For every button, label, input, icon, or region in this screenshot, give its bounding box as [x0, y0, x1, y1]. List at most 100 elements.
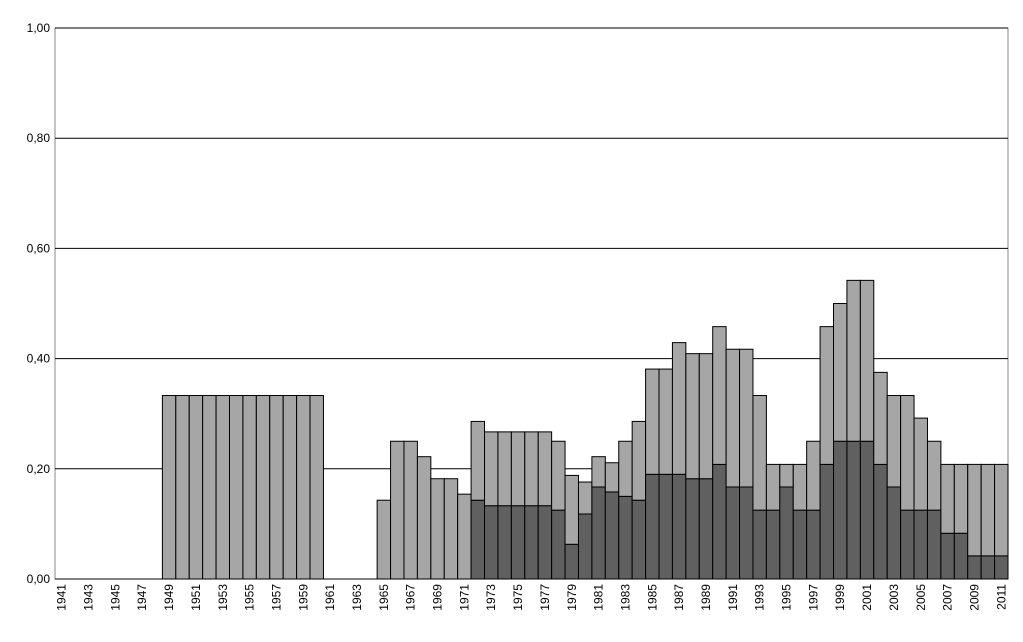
bar-segment: [792, 463, 808, 511]
bar-segment: [510, 431, 526, 507]
bar-segment: [510, 505, 526, 580]
bar-segment: [846, 279, 861, 442]
x-tick-label: 1967: [404, 584, 418, 611]
bar-segment: [779, 463, 794, 488]
bar-segment: [484, 505, 499, 580]
bar-segment: [873, 371, 888, 465]
bar-segment: [242, 395, 257, 580]
x-tick-label: 2001: [860, 584, 874, 611]
x-tick-label: 2003: [887, 584, 901, 611]
x-tick-label: 1945: [108, 584, 122, 611]
bar-segment: [739, 486, 754, 580]
bar-segment: [228, 395, 244, 580]
bar-segment: [900, 509, 915, 580]
bar-segment: [739, 348, 754, 488]
bar-segment: [416, 456, 432, 580]
bar-segment: [255, 395, 271, 580]
bar-segment: [564, 543, 579, 580]
bar-segment: [859, 279, 875, 442]
x-tick-label: 1981: [592, 584, 606, 611]
x-tick-label: 1985: [645, 584, 659, 611]
bar-segment: [282, 395, 298, 580]
bar-segment: [806, 440, 821, 511]
x-tick-label: 1941: [55, 584, 69, 611]
bar-segment: [859, 440, 875, 580]
bar-segment: [712, 463, 727, 580]
bar-segment: [551, 440, 566, 511]
bar-segment: [457, 493, 472, 580]
x-tick-label: 1987: [672, 584, 686, 611]
x-tick-label: 1997: [806, 584, 820, 611]
x-tick-label: 1973: [484, 584, 498, 611]
x-tick-label: 1943: [82, 584, 96, 611]
bar-segment: [940, 463, 955, 534]
bar-segment: [551, 509, 566, 580]
bar-segment: [484, 431, 499, 507]
x-tick-label: 1969: [431, 584, 445, 611]
bar-segment: [631, 420, 647, 501]
bar-segment: [765, 463, 781, 511]
bar-segment: [913, 417, 928, 511]
bar-segment: [631, 499, 647, 580]
x-tick-label: 2011: [994, 584, 1008, 610]
bar-segment: [309, 395, 324, 580]
bar-segment: [765, 509, 781, 580]
bar-segment: [980, 463, 996, 557]
x-tick-label: 1991: [726, 584, 740, 611]
bar-segment: [497, 505, 512, 580]
bar-segment: [658, 368, 673, 475]
x-tick-label: 1993: [753, 584, 767, 611]
bar-segment: [390, 440, 405, 580]
x-tick-label: 1983: [618, 584, 632, 611]
bar-segment: [202, 395, 217, 580]
bar-segment: [470, 499, 486, 580]
x-tick-label: 1949: [162, 584, 176, 611]
bar-segment: [886, 395, 902, 488]
bar-segment: [980, 555, 996, 580]
bar-segment: [940, 532, 955, 580]
x-tick-label: 1979: [565, 584, 579, 611]
bar-segment: [819, 463, 835, 580]
bar-segment: [296, 395, 311, 580]
bar-segment: [685, 353, 700, 480]
bar-segment: [685, 478, 700, 580]
x-tick-label: 1999: [833, 584, 847, 611]
x-tick-label: 1965: [377, 584, 391, 611]
bar-segment: [591, 456, 606, 488]
bar-segment: [443, 478, 459, 580]
bar-segment: [819, 326, 835, 465]
bar-segment: [188, 395, 204, 580]
bar-segment: [470, 420, 486, 501]
bar-segment: [215, 395, 230, 580]
x-tick-label: 1947: [135, 584, 149, 611]
bar-segment: [806, 509, 821, 580]
bar-segment: [604, 491, 620, 580]
bar-segment: [430, 478, 445, 580]
x-tick-label: 1989: [699, 584, 713, 611]
bar-segment: [577, 481, 593, 515]
bar-segment: [846, 440, 861, 580]
x-tick-label: 1959: [296, 584, 310, 611]
bar-segment: [833, 303, 848, 442]
bar-segment: [752, 509, 767, 580]
bar-segment: [886, 486, 902, 580]
y-tick-label: 0,80: [27, 131, 51, 145]
bar-segment: [698, 478, 714, 580]
bar-segment: [779, 486, 794, 580]
bar-segment: [376, 499, 392, 580]
bar-segment: [712, 326, 727, 465]
bar-segment: [671, 473, 687, 580]
bar-segment: [926, 440, 942, 511]
x-tick-label: 1971: [457, 584, 471, 611]
bar-segment: [698, 353, 714, 480]
bar-segment: [671, 342, 687, 475]
y-tick-label: 0,20: [27, 462, 51, 476]
bar-segment: [833, 440, 848, 580]
bar-segment: [967, 463, 982, 557]
y-tick-label: 1,00: [27, 21, 51, 35]
x-tick-label: 1961: [323, 584, 337, 611]
x-tick-label: 1951: [189, 584, 203, 611]
bar-segment: [752, 395, 767, 511]
bar-segment: [645, 368, 660, 475]
bar-segment: [618, 440, 633, 497]
